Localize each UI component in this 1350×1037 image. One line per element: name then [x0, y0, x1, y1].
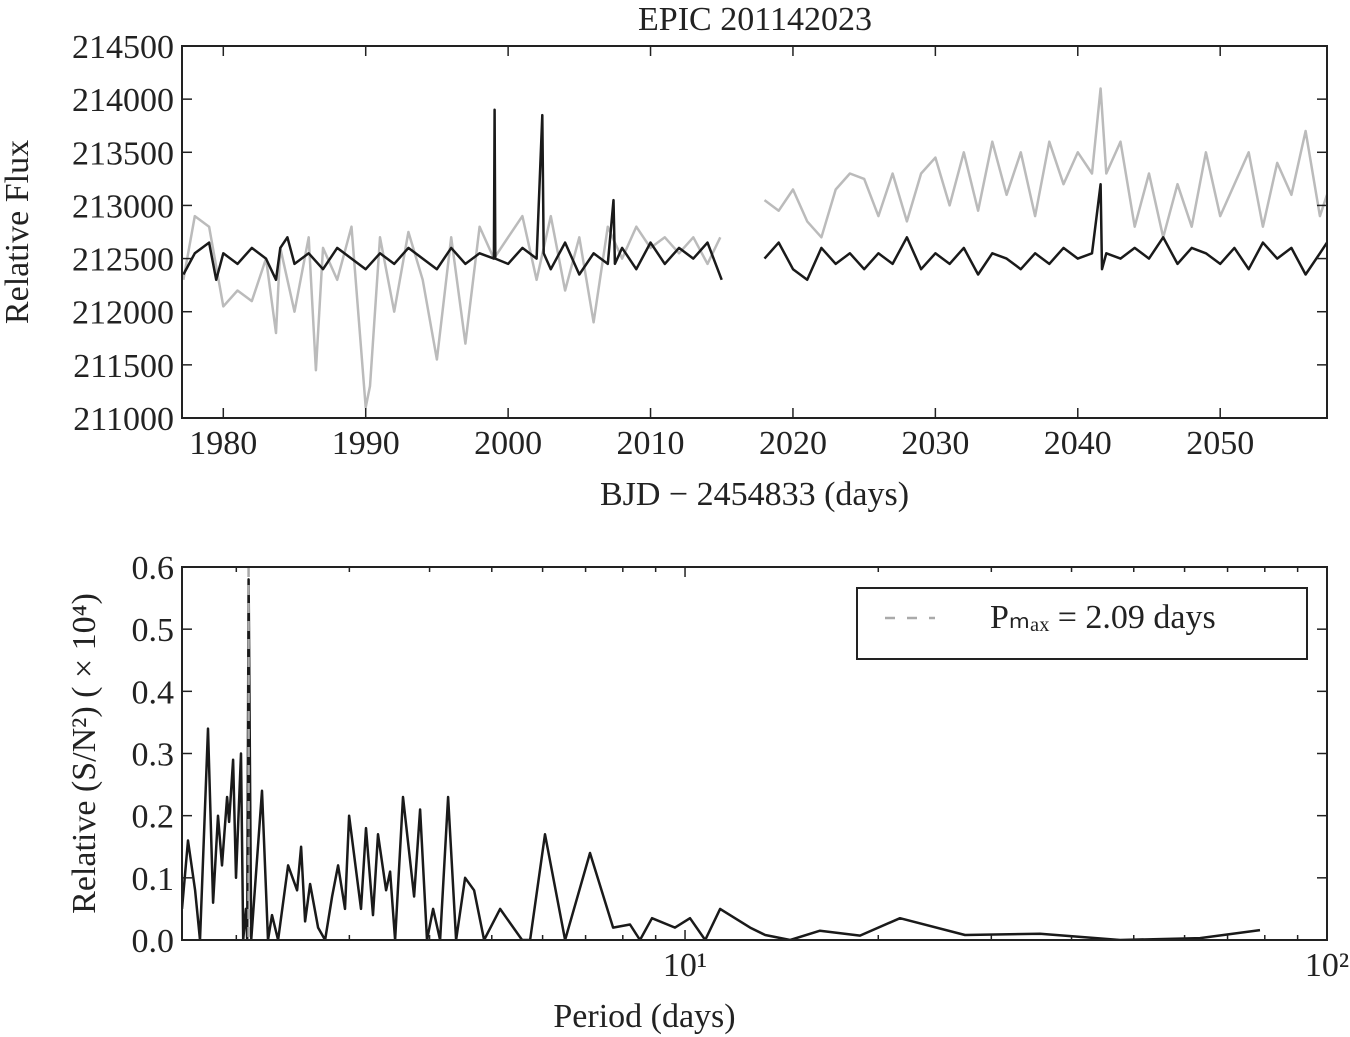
- plot-area: [182, 567, 1261, 940]
- y-tick-label: 213500: [72, 135, 174, 172]
- plot-area: [182, 87, 1327, 409]
- flux-line: [182, 108, 1327, 282]
- y-axis-label: Relative (S/N²) ( × 10⁴): [66, 593, 103, 914]
- y-tick-label: 214500: [72, 29, 174, 66]
- y-tick-label: 0.4: [132, 674, 175, 711]
- x-tick-label: 10²: [1305, 947, 1349, 984]
- y-tick-label: 0.0: [132, 923, 175, 960]
- y-tick-label: 213000: [72, 188, 174, 225]
- x-axis-label: BJD − 2454833 (days): [600, 476, 909, 513]
- x-tick-label: 1990: [332, 425, 400, 462]
- x-tick-label: 2010: [617, 425, 685, 462]
- x-tick-label: 2030: [901, 425, 969, 462]
- axes-frame: [181, 45, 1328, 419]
- y-axis-label: Relative Flux: [0, 140, 36, 324]
- chart-title: EPIC 201142023: [638, 1, 872, 38]
- x-tick-label: 1980: [189, 425, 257, 462]
- y-tick-label: 0.1: [132, 861, 175, 898]
- y-tick-label: 0.3: [132, 737, 175, 774]
- y-tick-label: 211000: [73, 401, 174, 438]
- y-tick-label: 0.5: [132, 612, 175, 649]
- y-tick-label: 0.2: [132, 799, 175, 836]
- y-tick-label: 212000: [72, 295, 174, 332]
- x-tick-label: 2050: [1186, 425, 1254, 462]
- x-tick-label: 2000: [474, 425, 542, 462]
- periodogram-line: [182, 578, 1261, 940]
- x-tick-label: 2040: [1044, 425, 1112, 462]
- legend-label: Pₘₐₓ = 2.09 days: [990, 599, 1216, 636]
- y-tick-label: 0.6: [132, 550, 175, 587]
- y-tick-label: 211500: [73, 348, 174, 385]
- x-axis-label: Period (days): [553, 998, 735, 1035]
- x-tick-label: 2020: [759, 425, 827, 462]
- y-tick-label: 214000: [72, 82, 174, 119]
- y-tick-label: 212500: [72, 242, 174, 279]
- x-tick-label: 10¹: [663, 947, 707, 984]
- legend-box: [856, 587, 1308, 660]
